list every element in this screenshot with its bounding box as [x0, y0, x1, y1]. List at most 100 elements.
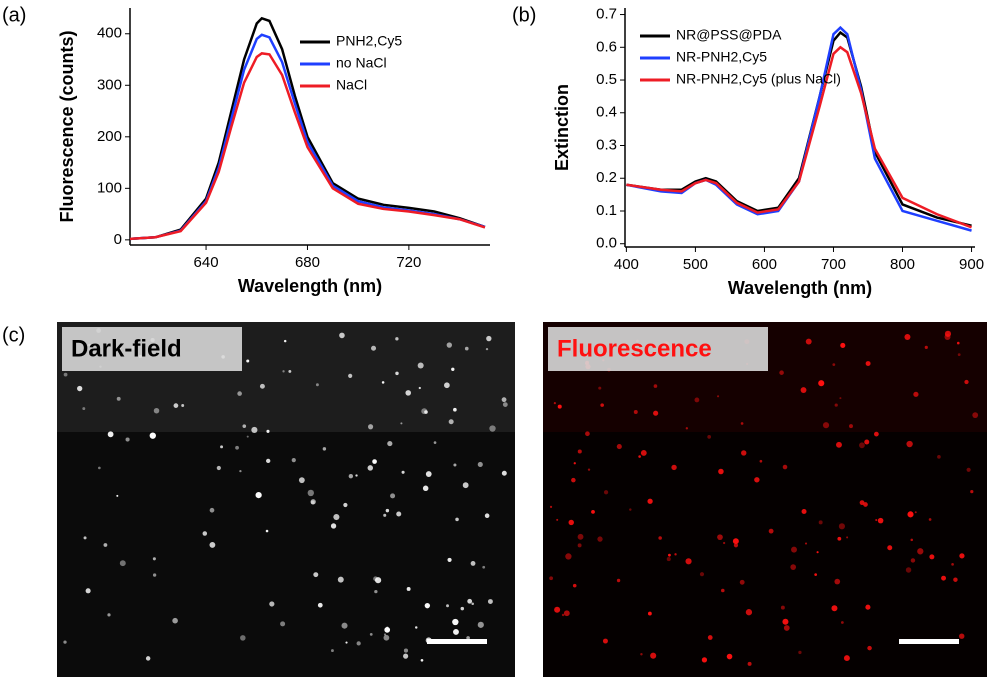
- particle: [554, 607, 560, 613]
- particle: [723, 542, 725, 544]
- particle: [823, 422, 829, 428]
- particle: [372, 459, 377, 464]
- particle: [396, 512, 401, 517]
- particle: [461, 607, 464, 610]
- particle: [564, 610, 570, 616]
- particle: [782, 619, 788, 625]
- particle: [390, 493, 395, 498]
- particle: [574, 462, 576, 464]
- particle: [972, 412, 978, 418]
- particle: [240, 635, 246, 641]
- particle: [867, 646, 872, 651]
- x-axis-label: Wavelength (nm): [728, 278, 872, 298]
- y-tick-label: 0.6: [596, 38, 617, 55]
- image-label: Dark-field: [71, 335, 182, 362]
- particle: [269, 601, 274, 606]
- particle: [629, 508, 631, 510]
- particle: [671, 465, 676, 470]
- particle: [970, 490, 973, 493]
- y-tick-label: 0.3: [596, 136, 617, 153]
- y-tick-label: 200: [97, 128, 122, 145]
- y-tick-label: 0.0: [596, 235, 617, 252]
- particle: [154, 408, 160, 414]
- particle: [907, 511, 913, 517]
- particle: [917, 548, 923, 554]
- particle: [798, 651, 801, 654]
- particle: [402, 471, 405, 474]
- particle: [915, 511, 917, 513]
- particle: [598, 387, 601, 390]
- particle: [740, 580, 745, 585]
- legend-label: PNH2,Cy5: [336, 33, 402, 49]
- particle: [423, 486, 429, 492]
- particle: [814, 573, 817, 576]
- particle: [338, 577, 344, 583]
- particle: [172, 618, 178, 624]
- panel-label: (b): [512, 4, 536, 26]
- particle: [866, 361, 871, 366]
- particle: [64, 373, 68, 377]
- particle: [84, 536, 87, 539]
- particle: [237, 391, 242, 396]
- x-tick-label: 600: [752, 256, 777, 273]
- particle: [953, 578, 957, 582]
- particle: [836, 442, 842, 448]
- particle: [86, 588, 91, 593]
- particle: [831, 605, 837, 611]
- particle: [357, 641, 361, 645]
- particle: [841, 621, 844, 624]
- particle: [929, 518, 932, 521]
- particle: [733, 538, 739, 544]
- particle: [446, 604, 449, 607]
- y-tick-label: 0.2: [596, 169, 617, 186]
- particle: [571, 478, 576, 483]
- scale-bar: [427, 639, 487, 644]
- particle: [449, 419, 454, 424]
- particle: [108, 431, 114, 437]
- particle: [282, 370, 284, 372]
- particle: [146, 656, 150, 660]
- particle: [465, 347, 469, 351]
- particle: [957, 342, 960, 345]
- particle: [471, 561, 476, 566]
- particle: [339, 333, 345, 339]
- particle: [455, 518, 459, 522]
- particle: [941, 576, 946, 581]
- particle: [617, 444, 622, 449]
- particle: [203, 531, 208, 536]
- particle: [451, 368, 454, 371]
- particle: [209, 542, 215, 548]
- legend-label: no NaCl: [336, 55, 387, 71]
- particle: [478, 622, 484, 628]
- particle: [578, 543, 582, 547]
- particle: [116, 495, 118, 497]
- particle: [486, 348, 488, 350]
- particle: [331, 523, 336, 528]
- image-label: Fluorescence: [557, 335, 712, 362]
- particle: [604, 490, 608, 494]
- particle: [98, 467, 101, 470]
- particle: [805, 542, 807, 544]
- particle: [640, 653, 642, 655]
- particle: [355, 474, 357, 476]
- particle: [556, 519, 558, 521]
- particle: [754, 477, 759, 482]
- particle: [760, 460, 763, 463]
- particle: [453, 408, 457, 412]
- y-tick-label: 0.1: [596, 202, 617, 219]
- particle: [906, 567, 911, 572]
- particle: [674, 553, 676, 555]
- particle: [220, 445, 223, 448]
- particle: [840, 343, 845, 348]
- particle: [126, 437, 130, 441]
- particle: [839, 523, 845, 529]
- particle: [653, 411, 658, 416]
- particle: [597, 536, 602, 541]
- y-axis-label: Fluorescence (counts): [57, 30, 77, 222]
- particle: [502, 471, 507, 476]
- panel-label: (a): [2, 4, 26, 26]
- particle: [104, 543, 108, 547]
- particle: [964, 380, 968, 384]
- particle: [251, 427, 257, 433]
- x-tick-label: 500: [683, 256, 708, 273]
